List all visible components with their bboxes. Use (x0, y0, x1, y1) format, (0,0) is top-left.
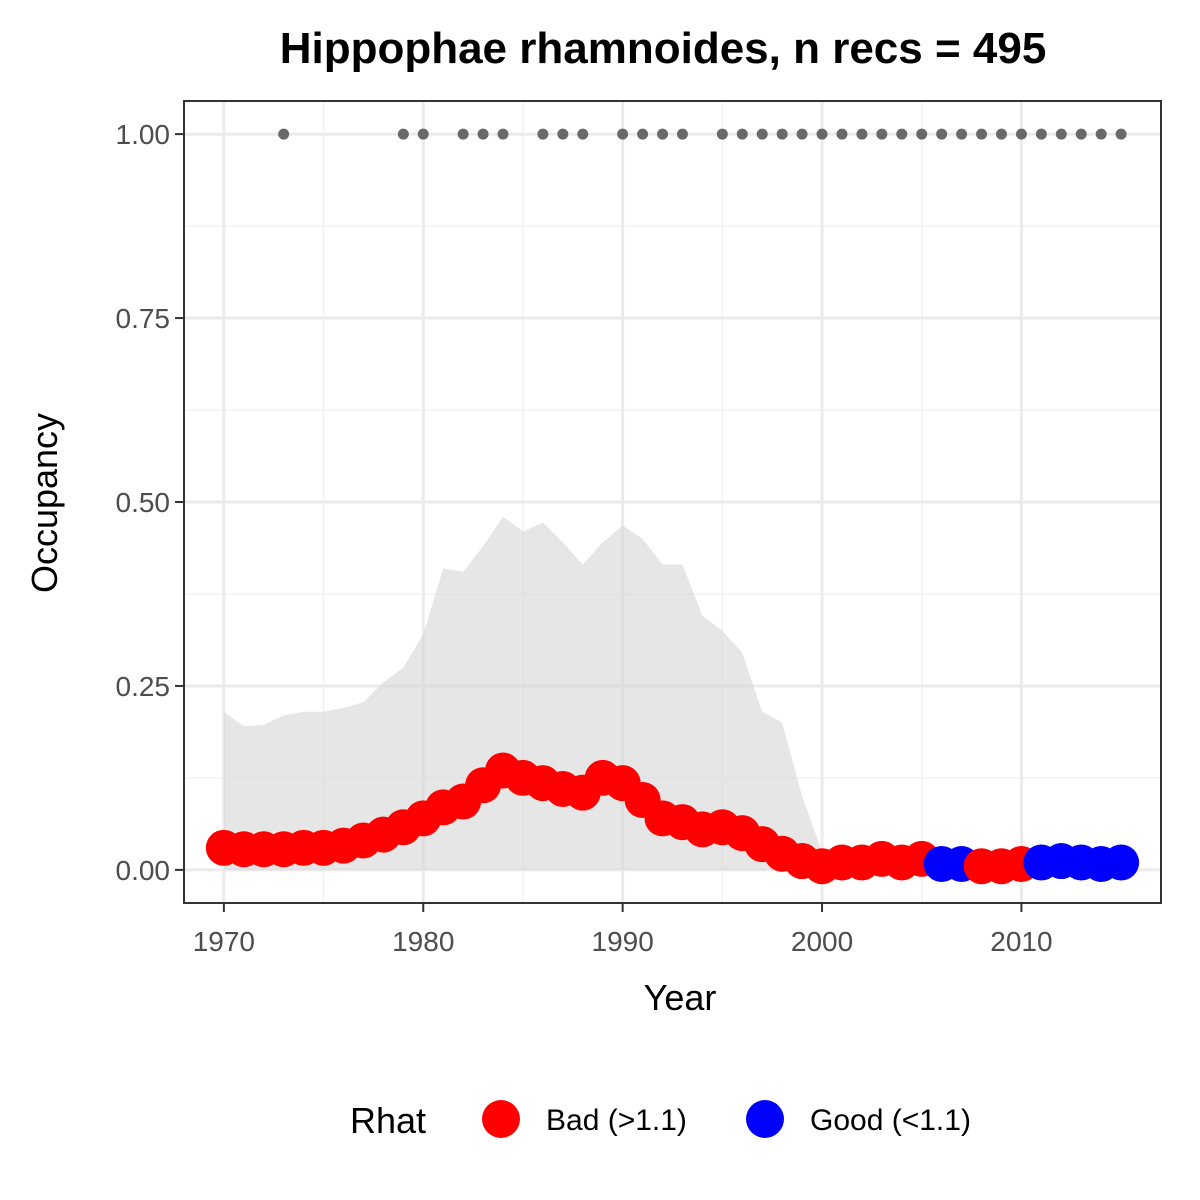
record-points (278, 128, 1127, 140)
record-point (397, 128, 409, 140)
record-point (856, 128, 868, 140)
x-axis-ticks: 1970 1980 1990 2000 2010 (193, 903, 1053, 957)
x-tick-label: 1980 (392, 926, 454, 957)
record-point (716, 128, 728, 140)
y-tick-label: 0.75 (116, 303, 171, 334)
occupancy-points (205, 752, 1140, 885)
record-point (497, 128, 509, 140)
record-point (477, 128, 489, 140)
y-axis-ticks: 0.00 0.25 0.50 0.75 1.00 (116, 119, 184, 886)
legend-title: Rhat (350, 1100, 426, 1141)
record-point (736, 128, 748, 140)
legend-key-bad (482, 1100, 520, 1138)
y-tick-label: 1.00 (116, 119, 171, 150)
y-axis-title: Occupancy (24, 413, 65, 593)
record-point (876, 128, 888, 140)
plot-panel (183, 100, 1162, 904)
x-axis-title: Year (644, 977, 717, 1018)
legend-label-bad: Bad (>1.1) (546, 1104, 687, 1137)
x-tick-label: 1970 (193, 926, 255, 957)
occupancy-point (1103, 844, 1140, 881)
x-tick-label: 2000 (791, 926, 853, 957)
record-point (976, 128, 988, 140)
record-point (995, 128, 1007, 140)
confidence-ribbon (223, 516, 1122, 870)
record-point (836, 128, 848, 140)
record-point (916, 128, 928, 140)
record-point (896, 128, 908, 140)
y-tick-label: 0.50 (116, 487, 171, 518)
record-point (1095, 128, 1107, 140)
record-point (457, 128, 469, 140)
record-point (617, 128, 629, 140)
record-point (557, 128, 569, 140)
record-point (537, 128, 549, 140)
record-point (577, 128, 589, 140)
legend-label-good: Good (<1.1) (810, 1104, 971, 1137)
legend: Rhat Bad (>1.1) Good (<1.1) (350, 1100, 971, 1141)
record-point (417, 128, 429, 140)
y-tick-label: 0.25 (116, 671, 171, 702)
chart-title: Hippophae rhamnoides, n recs = 495 (280, 24, 1047, 73)
record-point (796, 128, 808, 140)
record-point (816, 128, 828, 140)
record-point (637, 128, 649, 140)
record-point (1015, 128, 1027, 140)
record-point (676, 128, 688, 140)
record-point (657, 128, 669, 140)
y-tick-label: 0.00 (116, 855, 171, 886)
x-tick-label: 1990 (592, 926, 654, 957)
record-point (776, 128, 788, 140)
legend-key-good (746, 1100, 784, 1138)
record-point (756, 128, 768, 140)
record-point (1035, 128, 1047, 140)
record-point (936, 128, 948, 140)
x-tick-label: 2010 (990, 926, 1052, 957)
record-point (1115, 128, 1127, 140)
record-point (956, 128, 968, 140)
record-point (1075, 128, 1087, 140)
record-point (278, 128, 290, 140)
record-point (1055, 128, 1067, 140)
